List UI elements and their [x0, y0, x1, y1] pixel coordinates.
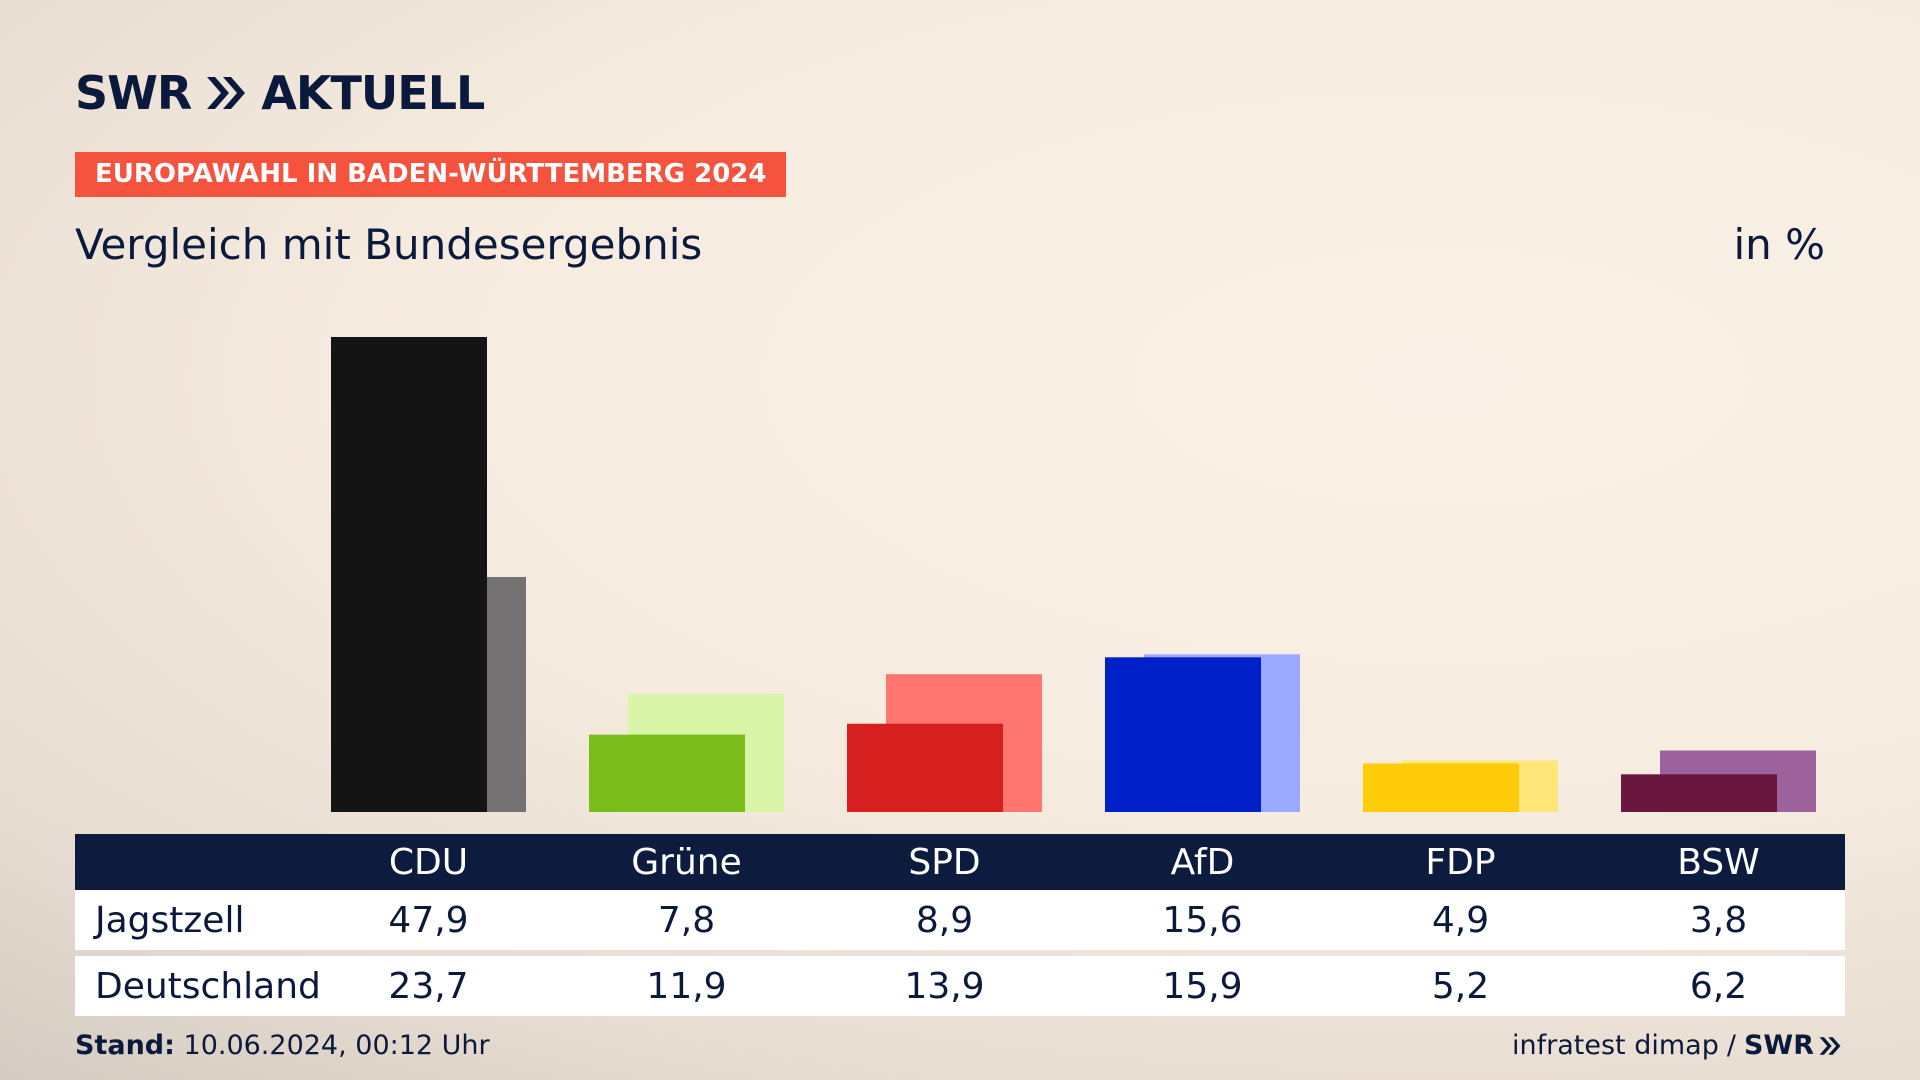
value-jagstzell-spd: 8,9 — [915, 899, 974, 941]
stand-label: Stand: — [75, 1030, 175, 1061]
value-deutschland-gr-ne: 11,9 — [646, 965, 727, 1007]
value-deutschland-cdu: 23,7 — [388, 965, 469, 1007]
election-kicker: EUROPAWAHL IN BADEN-WÜRTTEMBERG 2024 — [75, 152, 787, 197]
table-row-jagstzell: Jagstzell 47,9 7,8 8,9 15,6 4,9 3,8 — [75, 890, 1845, 950]
bar-chart — [331, 336, 1816, 812]
value-deutschland-bsw: 6,2 — [1689, 965, 1748, 1007]
brand-name: SWR — [75, 66, 192, 120]
chart-subtitle: Vergleich mit Bundesergebnis — [75, 220, 703, 269]
value-deutschland-afd: 15,9 — [1162, 965, 1243, 1007]
bar-jagstzell-bsw — [1621, 774, 1777, 812]
bar-jagstzell-fdp — [1363, 763, 1519, 812]
row-label-deutschland: Deutschland — [95, 965, 321, 1007]
row-label-jagstzell: Jagstzell — [95, 899, 245, 941]
swr-chevrons-small-icon — [1819, 1036, 1841, 1055]
value-jagstzell-gr-ne: 7,8 — [657, 899, 716, 941]
value-deutschland-fdp: 5,2 — [1431, 965, 1490, 1007]
bar-jagstzell-cdu — [331, 336, 487, 812]
swr-aktuell-logo: SWR AKTUELL — [75, 66, 485, 120]
bar-jagstzell-spd — [847, 723, 1003, 812]
table-header: CDU Grüne SPD AfD FDP BSW — [75, 834, 1845, 890]
value-jagstzell-cdu: 47,9 — [388, 899, 469, 941]
value-jagstzell-bsw: 3,8 — [1689, 899, 1748, 941]
value-deutschland-spd: 13,9 — [904, 965, 985, 1007]
bar-jagstzell-gr-ne — [589, 734, 745, 812]
source-separator: / — [1726, 1030, 1736, 1061]
column-header-fdp: FDP — [1425, 841, 1496, 883]
value-jagstzell-fdp: 4,9 — [1431, 899, 1490, 941]
timestamp: Stand: 10.06.2024, 00:12 Uhr — [75, 1030, 490, 1061]
column-header-bsw: BSW — [1677, 841, 1760, 883]
column-header-gr-ne: Grüne — [631, 841, 742, 883]
table-row-deutschland: Deutschland 23,7 11,9 13,9 15,9 5,2 6,2 — [75, 956, 1845, 1016]
column-header-cdu: CDU — [388, 841, 469, 883]
source-credit: infratest dimap / SWR — [1512, 1030, 1842, 1061]
footer-brand: SWR — [1743, 1030, 1814, 1061]
swr-chevrons-icon — [207, 77, 246, 109]
value-jagstzell-afd: 15,6 — [1162, 899, 1243, 941]
footer-swr-logo: SWR — [1744, 1030, 1842, 1061]
source-name: infratest dimap — [1512, 1030, 1719, 1061]
results-table: CDU Grüne SPD AfD FDP BSW Jagstzell 47,9 7,8 8,… — [75, 834, 1845, 1016]
bar-jagstzell-afd — [1105, 657, 1261, 812]
column-header-afd: AfD — [1170, 841, 1235, 883]
column-header-spd: SPD — [908, 841, 981, 883]
unit-label: in % — [1733, 220, 1825, 269]
brand-product: AKTUELL — [261, 66, 485, 120]
stand-value: 10.06.2024, 00:12 Uhr — [183, 1030, 490, 1061]
